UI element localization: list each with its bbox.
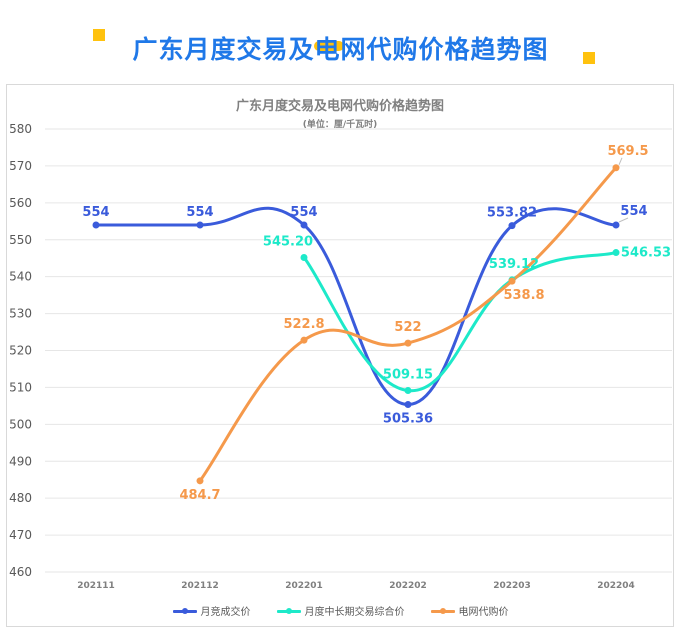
data-label: 539.12: [489, 257, 539, 272]
legend-item[interactable]: 电网代购价: [430, 603, 509, 618]
legend-swatch: [430, 606, 455, 616]
y-tick-label: 540: [9, 270, 32, 284]
data-point: [300, 336, 308, 344]
series-line-1: [94, 206, 618, 407]
data-label: 522: [394, 320, 421, 335]
legend-item[interactable]: 月度中长期交易综合价: [276, 603, 405, 618]
y-tick-label: 570: [9, 159, 32, 173]
header-banner: 广东月度交易及电网代购价格趋势图: [0, 0, 681, 80]
label-leader: [618, 157, 623, 165]
data-label: 545.20: [263, 234, 313, 249]
data-label: 569.5: [607, 144, 648, 159]
data-point: [300, 253, 308, 261]
x-tick-label: 202202: [389, 581, 427, 591]
y-tick-label: 510: [9, 380, 32, 394]
data-label: 505.36: [383, 412, 433, 427]
y-tick-label: 530: [9, 307, 32, 321]
y-tick-label: 560: [9, 196, 32, 210]
legend-swatch: [276, 606, 301, 616]
decor-bar: [314, 41, 344, 51]
y-tick-label: 520: [9, 344, 32, 358]
decor-square: [583, 52, 595, 64]
data-point: [612, 164, 620, 172]
data-label: 522.8: [283, 317, 324, 332]
y-tick-label: 500: [9, 417, 32, 431]
data-label: 554: [186, 205, 213, 220]
data-point: [508, 277, 516, 285]
x-tick-label: 202204: [597, 581, 635, 591]
data-point: [404, 387, 412, 395]
legend-label: 电网代购价: [458, 607, 509, 618]
decor-square: [93, 29, 105, 41]
chart-legend: 月竞成交价 月度中长期交易综合价 电网代购价: [0, 603, 681, 618]
data-label: 554: [620, 204, 647, 219]
data-label: 538.8: [503, 288, 544, 303]
data-point: [196, 477, 204, 485]
y-tick-label: 490: [9, 454, 32, 468]
data-point: [612, 249, 620, 257]
data-point: [92, 221, 100, 229]
data-label: 546.53: [621, 246, 671, 261]
label-leader: [618, 217, 629, 223]
chart-subtitle: (单位：厘/千瓦时): [302, 120, 378, 130]
x-tick-label: 202201: [285, 581, 323, 591]
data-point: [404, 339, 412, 347]
data-label: 509.15: [383, 368, 433, 383]
x-tick-label: 202203: [493, 581, 531, 591]
data-point: [404, 401, 412, 409]
y-tick-label: 580: [9, 122, 32, 136]
data-label: 484.7: [179, 488, 220, 503]
y-tick-label: 470: [9, 528, 32, 542]
legend-label: 月度中长期交易综合价: [304, 607, 405, 618]
y-tick-label: 550: [9, 233, 32, 247]
y-tick-label: 460: [9, 565, 32, 579]
chart-panel: [6, 84, 674, 627]
data-point: [612, 221, 620, 229]
data-point: [508, 222, 516, 230]
series-line-2: [302, 251, 618, 393]
page-title: 广东月度交易及电网代购价格趋势图: [132, 35, 549, 64]
x-tick-label: 202112: [181, 581, 219, 591]
data-label: 553.82: [487, 206, 537, 221]
y-tick-label: 480: [9, 491, 32, 505]
data-point: [196, 221, 204, 229]
data-point: [300, 221, 308, 229]
chart-title: 广东月度交易及电网代购价格趋势图: [235, 99, 444, 114]
legend-swatch: [172, 606, 197, 616]
x-tick-label: 202111: [77, 581, 115, 591]
legend-label: 月竞成交价: [200, 607, 251, 618]
legend-item[interactable]: 月竞成交价: [172, 603, 251, 618]
data-label: 554: [82, 205, 109, 220]
data-label: 554: [290, 205, 317, 220]
